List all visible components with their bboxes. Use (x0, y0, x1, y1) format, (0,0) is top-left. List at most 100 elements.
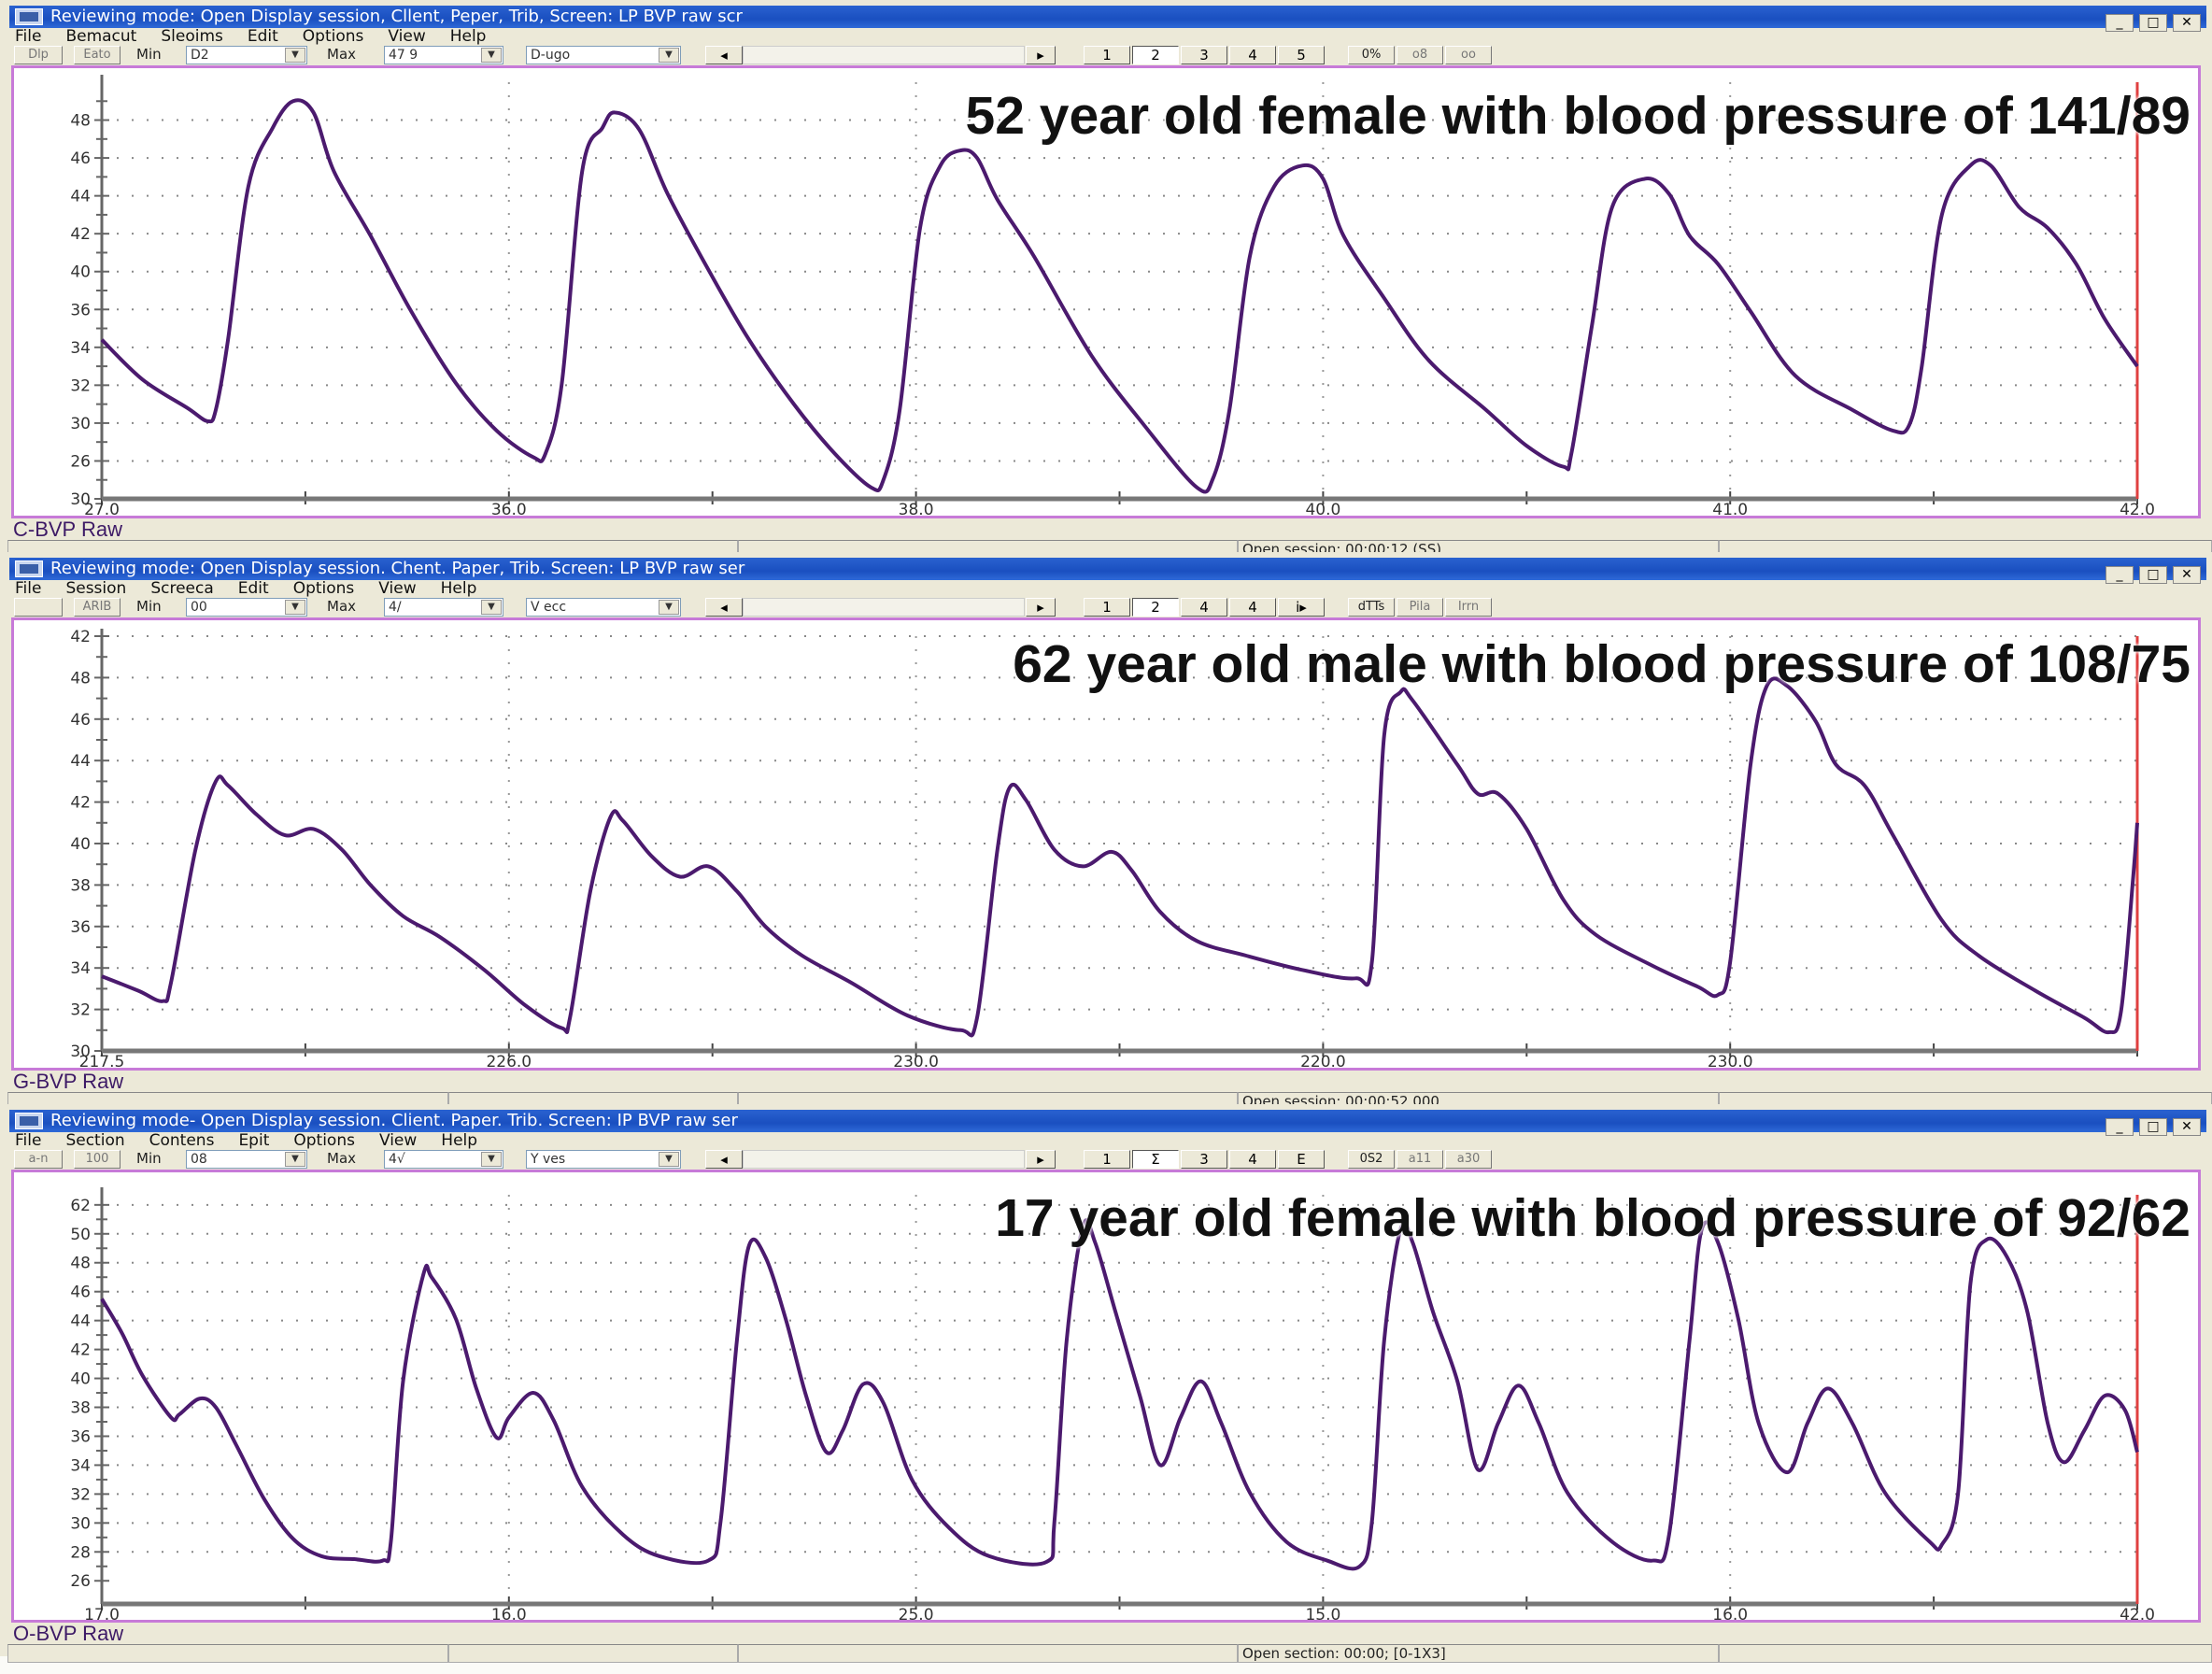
scroll-right-button[interactable]: ▸ (1026, 1150, 1056, 1169)
extra-button-3[interactable]: oo (1445, 46, 1492, 64)
menu-item-bemacut[interactable]: Bemacut (65, 27, 137, 46)
min-select[interactable]: D2 ▼ (186, 46, 307, 64)
chevron-down-icon[interactable]: ▼ (481, 1152, 502, 1167)
page-button-4[interactable]: 4 (1229, 1150, 1276, 1169)
min-select[interactable]: 00 ▼ (186, 598, 307, 617)
extra-button-1[interactable]: 0% (1348, 46, 1395, 64)
menu-item-help[interactable]: Help (441, 1131, 478, 1150)
y-tick-label: 40 (70, 835, 91, 854)
minimize-button[interactable]: _ (2106, 566, 2134, 584)
menu-item-view[interactable]: View (378, 1131, 418, 1150)
max-value: 4√ (389, 1152, 405, 1167)
page-button-3[interactable]: 4 (1181, 598, 1227, 617)
mode-select[interactable]: V ecc ▼ (526, 598, 681, 617)
menu-item-section[interactable]: Section (65, 1131, 125, 1150)
chevron-down-icon[interactable]: ▼ (285, 48, 305, 63)
x-tick-label: 40.0 (1305, 501, 1340, 516)
page-button-5[interactable]: i▸ (1278, 598, 1325, 617)
page-button-1[interactable]: 1 (1084, 46, 1130, 64)
page-button-5[interactable]: 5 (1278, 46, 1325, 64)
min-select[interactable]: 08 ▼ (186, 1150, 307, 1169)
scrollbar-track[interactable] (743, 46, 1025, 64)
max-select[interactable]: 4/ ▼ (384, 598, 503, 617)
max-select[interactable]: 47 9 ▼ (384, 46, 503, 64)
toolbar-button-a[interactable]: a-n (14, 1150, 63, 1169)
toolbar-button-b[interactable]: 100 (74, 1150, 121, 1169)
menu-item-options[interactable]: Options (292, 579, 355, 598)
page-button-1[interactable]: 1 (1084, 598, 1130, 617)
menu-item-contens[interactable]: Contens (149, 1131, 215, 1150)
page-button-4[interactable]: 4 (1229, 46, 1276, 64)
menu-item-options[interactable]: Options (293, 1131, 355, 1150)
close-button[interactable]: ✕ (2173, 1118, 2201, 1136)
menu-item-epit[interactable]: Epit (238, 1131, 270, 1150)
toolbar: ARIB Min 00 ▼ Max 4/▼ V ecc ▼ ◂ ▸ 1 2 4 4 i▸ dTTs Pila Ir… (0, 597, 2212, 617)
menu-item-view[interactable]: View (388, 27, 426, 46)
scroll-left-button[interactable]: ◂ (705, 598, 743, 617)
scroll-left-button[interactable]: ◂ (705, 46, 743, 64)
toolbar-button-a[interactable]: Dlp (14, 46, 63, 64)
chevron-down-icon[interactable]: ▼ (659, 1152, 679, 1167)
maximize-button[interactable]: □ (2139, 14, 2167, 32)
scroll-left-button[interactable]: ◂ (705, 1150, 743, 1169)
menu-item-session[interactable]: Session (65, 579, 127, 598)
menu-item-help[interactable]: Help (449, 27, 487, 46)
page-button-3[interactable]: 3 (1181, 1150, 1227, 1169)
menu-item-edit[interactable]: Edit (237, 579, 269, 598)
app-icon (15, 560, 43, 577)
page-button-1[interactable]: 1 (1084, 1150, 1130, 1169)
extra-button-2[interactable]: o8 (1397, 46, 1443, 64)
menu-item-help[interactable]: Help (440, 579, 477, 598)
menu-item-edit[interactable]: Edit (247, 27, 278, 46)
menu-item-file[interactable]: File (15, 1131, 42, 1150)
y-tick-label: 42 (70, 1341, 91, 1360)
chevron-down-icon[interactable]: ▼ (285, 600, 305, 615)
max-label: Max (327, 1150, 357, 1167)
status-segment (448, 1644, 738, 1663)
chevron-down-icon[interactable]: ▼ (659, 48, 679, 63)
extra-button-2[interactable]: Pila (1397, 598, 1443, 617)
page-button-5[interactable]: E (1278, 1150, 1325, 1169)
extra-button-2[interactable]: a11 (1397, 1150, 1443, 1169)
menu-item-options[interactable]: Options (302, 27, 364, 46)
menu-item-sleoims[interactable]: Sleoims (161, 27, 223, 46)
chevron-down-icon[interactable]: ▼ (481, 48, 502, 63)
max-value: 4/ (389, 600, 402, 615)
page-button-2[interactable]: Σ (1132, 1150, 1179, 1169)
minimize-button[interactable]: _ (2106, 14, 2134, 32)
chevron-down-icon[interactable]: ▼ (285, 1152, 305, 1167)
channel-label: O-BVP Raw (13, 1622, 124, 1645)
menu-item-file[interactable]: File (15, 27, 42, 46)
maximize-button[interactable]: □ (2139, 566, 2167, 584)
scrollbar-track[interactable] (743, 1150, 1025, 1169)
menu-item-file[interactable]: File (15, 579, 42, 598)
maximize-button[interactable]: □ (2139, 1118, 2167, 1136)
plot-area: 30 26 30 32 34 36 40 42 44 46 48 27.0 36.0 38.0 40.0 41… (11, 65, 2201, 518)
scroll-right-button[interactable]: ▸ (1026, 46, 1056, 64)
window-controls: _ □ ✕ (2106, 566, 2201, 584)
y-tick-label: 34 (70, 1456, 91, 1475)
chevron-down-icon[interactable]: ▼ (481, 600, 502, 615)
toolbar-button-b[interactable]: ARIB (74, 598, 121, 617)
extra-button-1[interactable]: 0S2 (1348, 1150, 1395, 1169)
page-button-3[interactable]: 3 (1181, 46, 1227, 64)
page-button-2[interactable]: 2 (1132, 598, 1179, 617)
mode-select[interactable]: D-ugo ▼ (526, 46, 681, 64)
scroll-right-button[interactable]: ▸ (1026, 598, 1056, 617)
chevron-down-icon[interactable]: ▼ (659, 600, 679, 615)
toolbar-button-b[interactable]: Eato (74, 46, 121, 64)
menu-item-view[interactable]: View (378, 579, 417, 598)
menu-item-screeca[interactable]: Screeca (150, 579, 214, 598)
scrollbar-track[interactable] (743, 598, 1025, 617)
page-button-4[interactable]: 4 (1229, 598, 1276, 617)
close-button[interactable]: ✕ (2173, 14, 2201, 32)
extra-button-1[interactable]: dTTs (1348, 598, 1395, 617)
minimize-button[interactable]: _ (2106, 1118, 2134, 1136)
extra-button-3[interactable]: a30 (1445, 1150, 1492, 1169)
max-select[interactable]: 4√ ▼ (384, 1150, 503, 1169)
page-button-2[interactable]: 2 (1132, 46, 1179, 64)
close-button[interactable]: ✕ (2173, 566, 2201, 584)
extra-button-3[interactable]: Irrn (1445, 598, 1492, 617)
mode-select[interactable]: Y ves ▼ (526, 1150, 681, 1169)
toolbar-button-a[interactable] (14, 598, 63, 617)
